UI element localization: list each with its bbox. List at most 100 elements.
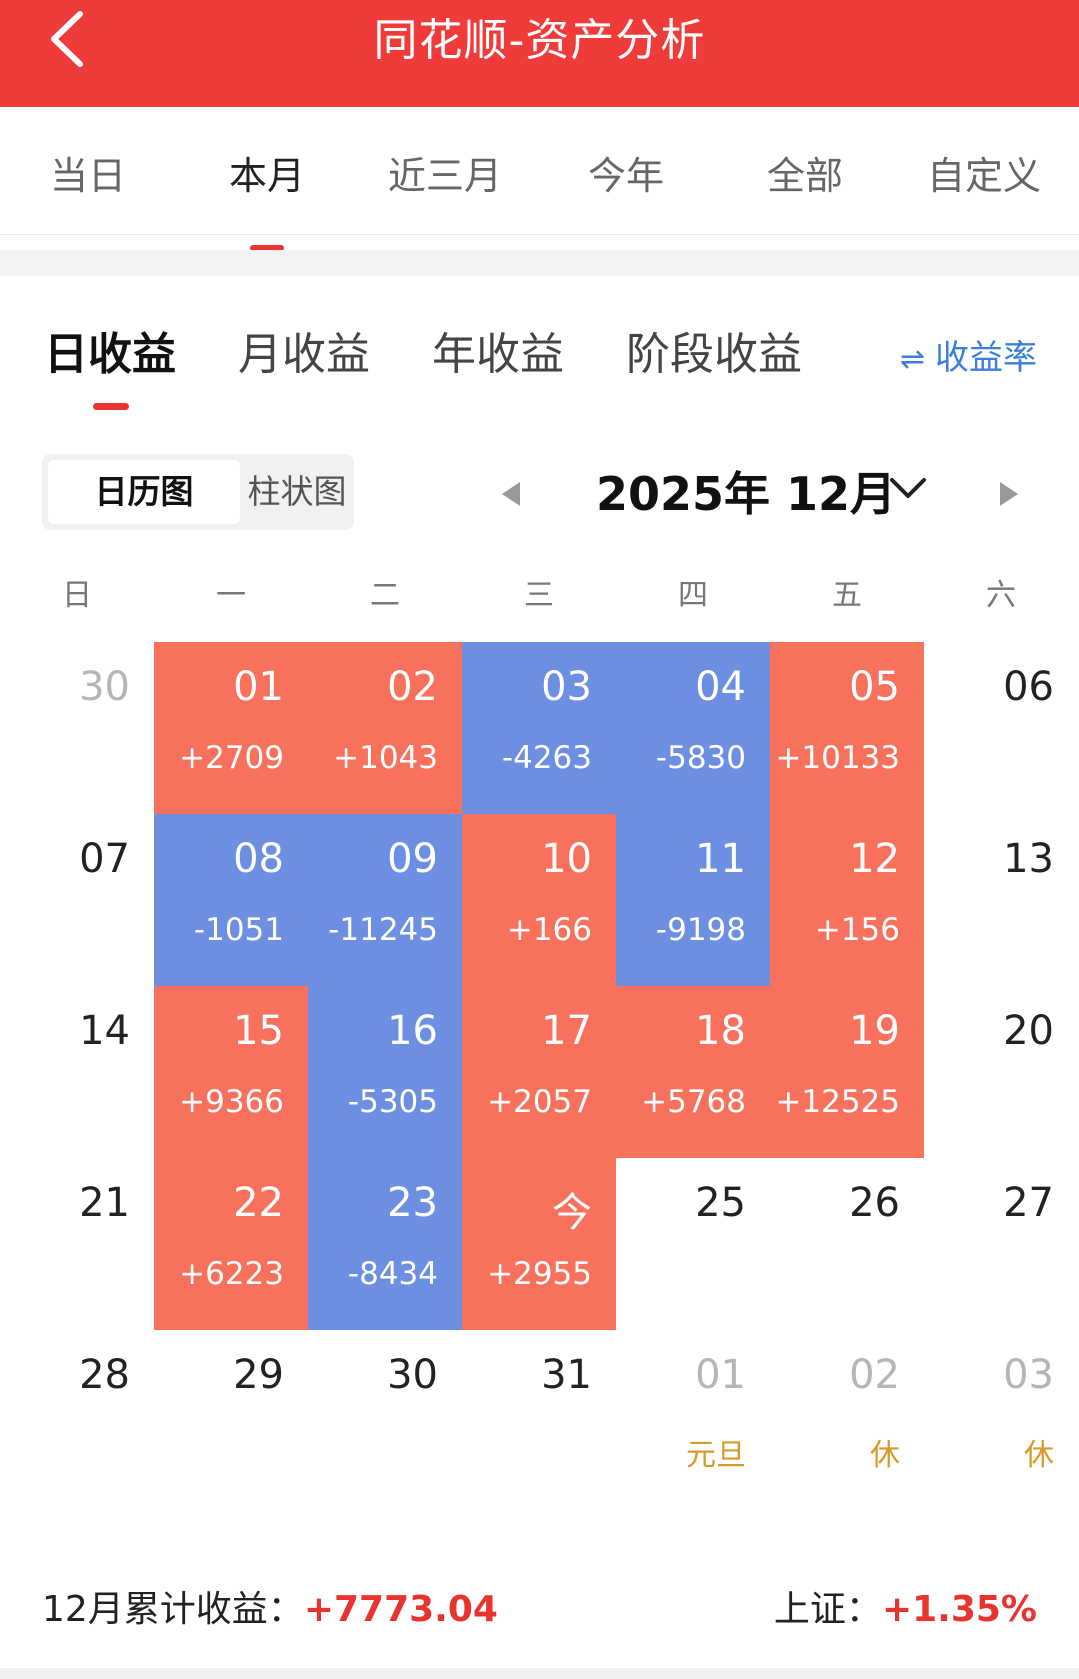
calendar-day-cell[interactable]: 14 bbox=[0, 986, 154, 1158]
calendar-day-cell[interactable]: 今 +2955 bbox=[462, 1158, 616, 1330]
day-number: 14 bbox=[79, 1008, 130, 1054]
weekday-label: 四 bbox=[678, 578, 708, 613]
back-button[interactable] bbox=[44, 4, 104, 74]
tab-label: 近三月 bbox=[388, 154, 503, 198]
day-number: 今 bbox=[552, 1190, 592, 1236]
day-number: 21 bbox=[79, 1180, 130, 1226]
calendar-day-cell[interactable]: 26 bbox=[770, 1158, 924, 1330]
weekday-header: 日 一 二 三 四 五 六 bbox=[0, 570, 1079, 613]
tab-label: 今年 bbox=[588, 154, 665, 198]
daily-pnl-value: -5830 bbox=[655, 740, 746, 776]
tab-daily-return[interactable]: 日收益 bbox=[44, 318, 176, 382]
monthly-cumulative-summary: 12月累计收益：+7773.04 bbox=[42, 1580, 1037, 1630]
calendar-day-cell[interactable]: 23 -8434 bbox=[308, 1158, 462, 1330]
tab-all[interactable]: 全部 bbox=[767, 145, 843, 205]
day-number: 19 bbox=[849, 1008, 900, 1054]
tab-label: 阶段收益 bbox=[626, 329, 802, 380]
daily-pnl-value: -1051 bbox=[193, 912, 284, 948]
calendar-day-cell[interactable]: 12 +156 bbox=[770, 814, 924, 986]
calendar-day-cell[interactable]: 29 bbox=[154, 1330, 308, 1502]
calendar-day-cell[interactable]: 30 bbox=[0, 642, 154, 814]
daily-pnl-value: -4263 bbox=[501, 740, 592, 776]
weekday-label: 六 bbox=[986, 578, 1016, 613]
daily-pnl-value: +2955 bbox=[487, 1256, 592, 1292]
summary-value: +7773.04 bbox=[303, 1589, 498, 1630]
tab-label: 自定义 bbox=[927, 154, 1042, 198]
calendar-day-cell[interactable]: 03 -4263 bbox=[462, 642, 616, 814]
return-rate-toggle[interactable]: ⇌ 收益率 bbox=[900, 330, 1037, 379]
day-number: 26 bbox=[849, 1180, 900, 1226]
chevron-left-icon bbox=[51, 11, 83, 67]
daily-pnl-value: +2709 bbox=[179, 740, 284, 776]
period-tab-bar: 当日 本月 近三月 今年 全部 自定义 bbox=[0, 107, 1079, 251]
section-divider bbox=[0, 250, 1079, 276]
weekday-label: 五 bbox=[832, 578, 862, 613]
tab-today[interactable]: 当日 bbox=[50, 145, 126, 205]
calendar-day-cell[interactable]: 10 +166 bbox=[462, 814, 616, 986]
calendar-day-cell[interactable]: 19 +12525 bbox=[770, 986, 924, 1158]
calendar-day-cell[interactable]: 01 元旦 bbox=[616, 1330, 770, 1502]
calendar-day-cell[interactable]: 01 +2709 bbox=[154, 642, 308, 814]
calendar-day-cell[interactable]: 31 bbox=[462, 1330, 616, 1502]
tab-monthly-return[interactable]: 月收益 bbox=[238, 318, 370, 382]
tab-yearly-return[interactable]: 年收益 bbox=[432, 318, 564, 382]
calendar-day-cell[interactable]: 22 +6223 bbox=[154, 1158, 308, 1330]
calendar-day-cell[interactable]: 20 bbox=[924, 986, 1078, 1158]
day-number: 10 bbox=[541, 836, 592, 882]
next-month-icon[interactable] bbox=[988, 474, 1028, 514]
day-number: 01 bbox=[233, 664, 284, 710]
daily-pnl-value: +1043 bbox=[333, 740, 438, 776]
bar-chart-view-button[interactable]: 柱状图 bbox=[247, 472, 347, 511]
swap-icon: ⇌ bbox=[899, 342, 925, 377]
day-number: 05 bbox=[849, 664, 900, 710]
tab-custom[interactable]: 自定义 bbox=[927, 145, 1041, 205]
calendar-day-cell[interactable]: 02 休 bbox=[770, 1330, 924, 1502]
day-number: 03 bbox=[1003, 1352, 1054, 1398]
calendar-day-cell[interactable]: 21 bbox=[0, 1158, 154, 1330]
daily-pnl-value: -5305 bbox=[347, 1084, 438, 1120]
day-number: 18 bbox=[695, 1008, 746, 1054]
weekday-label: 日 bbox=[62, 578, 92, 613]
chevron-down-icon[interactable] bbox=[888, 474, 928, 504]
day-number: 25 bbox=[695, 1180, 746, 1226]
calendar-day-cell[interactable]: 30 bbox=[308, 1330, 462, 1502]
calendar-day-cell[interactable]: 27 bbox=[924, 1158, 1078, 1330]
day-number: 03 bbox=[541, 664, 592, 710]
calendar-view-button[interactable]: 日历图 bbox=[48, 460, 240, 524]
daily-pnl-value: +2057 bbox=[487, 1084, 592, 1120]
calendar-day-cell[interactable]: 17 +2057 bbox=[462, 986, 616, 1158]
daily-pnl-value: +6223 bbox=[179, 1256, 284, 1292]
calendar-day-cell[interactable]: 11 -9198 bbox=[616, 814, 770, 986]
calendar-day-cell[interactable]: 07 bbox=[0, 814, 154, 986]
tab-label: 日收益 bbox=[44, 329, 176, 380]
calendar-day-cell[interactable]: 13 bbox=[924, 814, 1078, 986]
month-navigator: 2025年 12月 bbox=[480, 454, 1040, 530]
day-number: 11 bbox=[695, 836, 746, 882]
tab-label: 年收益 bbox=[432, 329, 564, 380]
calendar-day-cell[interactable]: 09 -11245 bbox=[308, 814, 462, 986]
calendar-day-cell[interactable]: 25 bbox=[616, 1158, 770, 1330]
daily-pnl-value: +156 bbox=[814, 912, 900, 948]
calendar-day-cell[interactable]: 16 -5305 bbox=[308, 986, 462, 1158]
calendar-day-cell[interactable]: 15 +9366 bbox=[154, 986, 308, 1158]
calendar-day-cell[interactable]: 02 +1043 bbox=[308, 642, 462, 814]
month-selector[interactable]: 2025年 12月 bbox=[596, 467, 897, 521]
calendar-day-cell[interactable]: 28 bbox=[0, 1330, 154, 1502]
summary-label: 12月累计收益： bbox=[42, 1589, 304, 1630]
tab-last-three-months[interactable]: 近三月 bbox=[388, 145, 502, 205]
calendar-day-cell[interactable]: 03 休 bbox=[924, 1330, 1078, 1502]
daily-pnl-value: +12525 bbox=[775, 1084, 900, 1120]
tab-period-return[interactable]: 阶段收益 bbox=[626, 318, 802, 382]
tab-this-year[interactable]: 今年 bbox=[588, 145, 664, 205]
active-tab-indicator bbox=[250, 245, 284, 251]
index-change: 上证：+1.35% bbox=[774, 1580, 1037, 1632]
calendar-day-cell[interactable]: 06 bbox=[924, 642, 1078, 814]
calendar-day-cell[interactable]: 08 -1051 bbox=[154, 814, 308, 986]
prev-month-icon[interactable] bbox=[492, 474, 532, 514]
calendar-day-cell[interactable]: 05 +10133 bbox=[770, 642, 924, 814]
tab-label: 当日 bbox=[50, 154, 127, 198]
calendar-day-cell[interactable]: 18 +5768 bbox=[616, 986, 770, 1158]
tab-this-month[interactable]: 本月 bbox=[229, 145, 305, 251]
calendar-day-cell[interactable]: 04 -5830 bbox=[616, 642, 770, 814]
day-number: 29 bbox=[233, 1352, 284, 1398]
